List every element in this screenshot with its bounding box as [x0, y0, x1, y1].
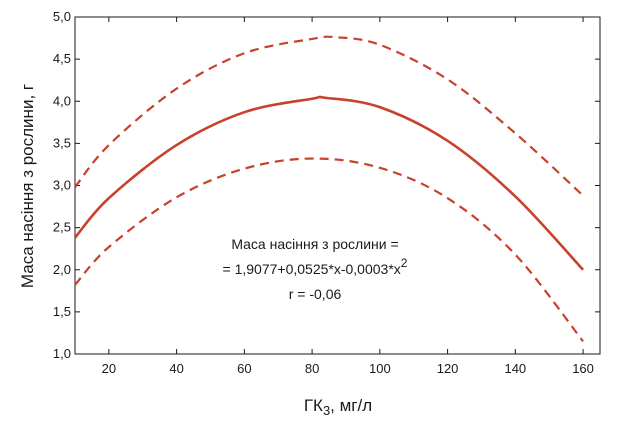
- x-tick-label: 120: [437, 361, 459, 376]
- plot-frame: [74, 16, 601, 355]
- y-tick-label: 4,0: [53, 93, 71, 108]
- x-ticks: 20 40 60 80 100 120 140 160: [102, 17, 594, 376]
- annotation-line-2-sup: 2: [401, 256, 408, 270]
- y-tick-label: 4,5: [53, 51, 71, 66]
- lower-confidence-band: [74, 157, 584, 343]
- fit-curve: [74, 95, 585, 271]
- series-layer: [74, 35, 585, 343]
- y-ticks: 1,0 1,5 2,0 2,5 3,0 3,5 4,0 4,5 5,0: [53, 9, 600, 361]
- y-tick-label: 5,0: [53, 9, 71, 24]
- y-tick-label: 1,0: [53, 346, 71, 361]
- y-tick-label: 1,5: [53, 304, 71, 319]
- y-tick-label: 2,5: [53, 220, 71, 235]
- equation-annotation: Маса насіння з рослини = = 1,9077+0,0525…: [223, 236, 408, 302]
- y-axis-title: Маса насіння з рослини, г: [18, 84, 37, 288]
- x-tick-label: 160: [572, 361, 594, 376]
- y-tick-label: 3,5: [53, 135, 71, 150]
- x-axis-title-rest: , мг/л: [330, 396, 372, 415]
- x-axis-title-main: ГК: [304, 396, 323, 415]
- x-tick-label: 100: [369, 361, 391, 376]
- y-tick-label: 2,0: [53, 262, 71, 277]
- annotation-line-2-text: = 1,9077+0,0525*x-0,0003*x: [223, 261, 401, 277]
- x-tick-label: 20: [102, 361, 116, 376]
- x-axis-title-sub: 3: [323, 403, 330, 418]
- x-tick-label: 140: [504, 361, 526, 376]
- x-axis-title: ГК3, мг/л: [304, 396, 372, 418]
- upper-confidence-band: [74, 35, 584, 197]
- x-tick-label: 40: [169, 361, 183, 376]
- y-tick-label: 3,0: [53, 178, 71, 193]
- x-tick-label: 80: [305, 361, 319, 376]
- x-tick-label: 60: [237, 361, 251, 376]
- annotation-line-1: Маса насіння з рослини =: [231, 236, 398, 252]
- annotation-line-2: = 1,9077+0,0525*x-0,0003*x2: [223, 256, 408, 277]
- annotation-line-3: r = -0,06: [289, 286, 342, 302]
